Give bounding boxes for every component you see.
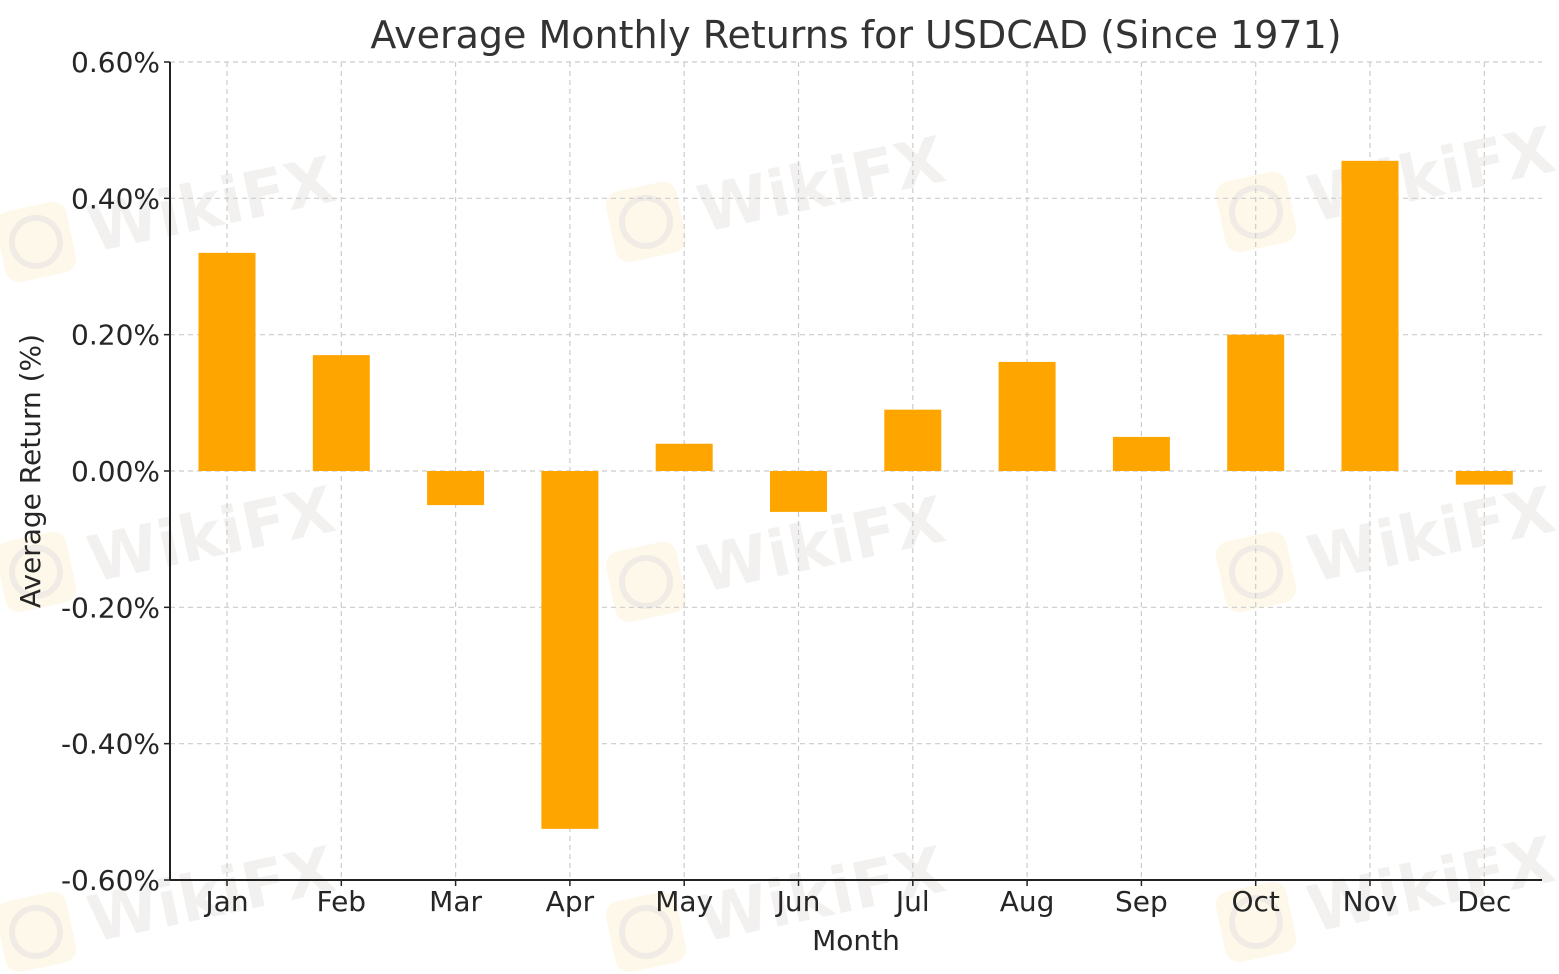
watermark: WikiFX — [1215, 474, 1559, 613]
x-tick-label-aug: Aug — [1000, 885, 1055, 918]
bar-may — [655, 443, 713, 471]
y-ticks: 0.60% 0.40% 0.20% 0.00% -0.20% -0.40% -0.60% — [61, 46, 170, 897]
y-tick-label: 0.40% — [71, 182, 160, 215]
y-tick-label: -0.60% — [61, 864, 160, 897]
watermark-text: WikiFX — [1301, 474, 1559, 598]
bar-jun — [770, 471, 827, 512]
watermark-text: WikiFX — [1301, 824, 1559, 948]
bar-jan — [198, 252, 256, 471]
y-tick-label: 0.60% — [71, 46, 160, 79]
bar-dec — [1455, 471, 1513, 485]
bar-aug — [998, 361, 1056, 471]
y-tick-label: 0.20% — [71, 319, 160, 352]
watermark-logo-icon — [1215, 881, 1297, 963]
y-tick-label: -0.40% — [61, 728, 160, 761]
watermark-logo-icon — [1215, 171, 1297, 253]
watermark-logo-icon — [0, 891, 77, 973]
watermark-eagle-icon — [1228, 544, 1283, 599]
watermark-text: WikiFX — [1301, 114, 1559, 238]
bar-feb — [312, 355, 370, 471]
bar-nov — [1341, 160, 1399, 471]
y-axis-label: Average Return (%) — [14, 334, 47, 608]
x-tick-label-may: May — [655, 885, 713, 918]
watermark-logo-icon — [605, 891, 687, 973]
x-tick-label-jan: Jan — [203, 885, 248, 918]
x-tick-label-sep: Sep — [1115, 885, 1168, 918]
bar-apr — [541, 471, 599, 829]
watermark-eagle-icon — [1228, 894, 1283, 949]
chart-title: Average Monthly Returns for USDCAD (Sinc… — [370, 13, 1341, 57]
watermark-eagle-icon — [8, 904, 63, 959]
watermark-eagle-icon — [1228, 184, 1283, 239]
x-tick-label-feb: Feb — [317, 885, 367, 918]
watermark: WikiFX — [605, 124, 951, 263]
x-ticks: Jan Feb Mar Apr May Jun Jul Aug Sep Oct Nov Dec — [203, 880, 1511, 918]
bar-oct — [1227, 334, 1285, 471]
watermark-logo-icon — [0, 201, 77, 283]
watermark-eagle-icon — [618, 904, 673, 959]
watermark-logo-icon — [605, 181, 687, 263]
watermark-eagle-icon — [8, 544, 63, 599]
y-tick-label: -0.20% — [61, 591, 160, 624]
watermark-logo-icon — [1215, 531, 1297, 613]
x-axis-label: Month — [812, 924, 900, 957]
watermark-eagle-icon — [8, 214, 63, 269]
y-tick-label: 0.00% — [71, 455, 160, 488]
x-tick-label-nov: Nov — [1343, 885, 1398, 918]
x-tick-label-apr: Apr — [546, 885, 595, 918]
watermark-logo-icon — [0, 531, 77, 613]
bar-series — [198, 160, 1513, 829]
bar-sep — [1112, 436, 1170, 471]
watermark-text: WikiFX — [81, 474, 341, 598]
x-tick-label-jun: Jun — [775, 885, 821, 918]
watermark-text: WikiFX — [691, 124, 951, 248]
watermark-eagle-icon — [618, 554, 673, 609]
bar-mar — [427, 471, 485, 506]
x-tick-label-jul: Jul — [894, 885, 930, 918]
x-tick-label-mar: Mar — [429, 885, 482, 918]
watermark-logo-icon — [605, 541, 687, 623]
x-tick-label-oct: Oct — [1231, 885, 1279, 918]
bar-jul — [884, 409, 942, 471]
x-tick-label-dec: Dec — [1457, 885, 1511, 918]
